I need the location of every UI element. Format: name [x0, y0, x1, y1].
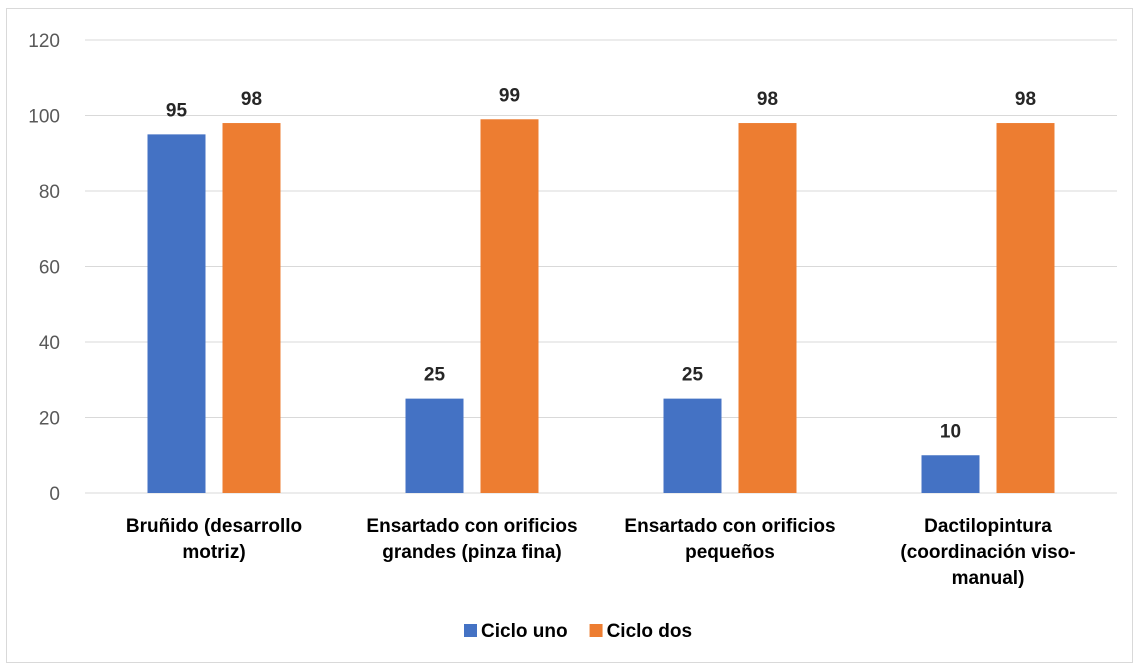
legend-label-1: Ciclo uno	[481, 621, 568, 642]
category-label-4-line-3: manual)	[952, 568, 1025, 589]
category-label-3-line-2: pequeños	[685, 542, 775, 563]
data-label-2-4: 98	[1015, 89, 1036, 110]
bar-1-3	[663, 398, 722, 493]
bars	[147, 119, 1055, 494]
bar-2-3	[738, 123, 797, 494]
data-labels: 95 98 25 99 25 98 10 98	[166, 85, 1036, 442]
category-label-3-line-1: Ensartado con orificios	[624, 516, 835, 537]
data-label-2-3: 98	[757, 89, 778, 110]
y-tick-label-40: 40	[39, 333, 60, 354]
y-tick-label-120: 120	[28, 31, 60, 52]
bar-1-4	[921, 455, 980, 493]
x-axis-category-labels: Bruñido (desarrollo motriz) Ensartado con …	[126, 516, 1076, 589]
legend-swatch-1	[464, 624, 477, 637]
category-label-2-line-1: Ensartado con orificios	[366, 516, 577, 537]
y-axis-tick-labels: 0 20 40 60 80 100 120	[28, 31, 60, 505]
legend-label-2: Ciclo dos	[607, 621, 693, 642]
category-label-4-line-1: Dactilopintura	[924, 516, 1052, 537]
y-tick-label-60: 60	[39, 258, 60, 279]
data-label-1-2: 25	[424, 365, 446, 386]
category-label-2-line-2: grandes (pinza fina)	[382, 542, 561, 563]
y-tick-label-80: 80	[39, 182, 60, 203]
legend-swatch-2	[589, 624, 603, 637]
y-tick-label-0: 0	[49, 484, 60, 505]
legend: Ciclo uno Ciclo dos	[464, 621, 692, 642]
bar-1-2	[405, 398, 464, 493]
data-label-2-2: 99	[499, 85, 520, 106]
bar-2-1	[222, 123, 281, 494]
y-tick-label-100: 100	[28, 107, 60, 128]
bar-2-2	[480, 119, 539, 494]
bar-1-1	[147, 134, 206, 493]
y-tick-label-20: 20	[39, 409, 60, 430]
category-label-1-line-2: motriz)	[182, 542, 245, 563]
data-label-1-3: 25	[682, 365, 704, 386]
data-label-1-1: 95	[166, 100, 188, 121]
bar-2-4	[996, 123, 1055, 494]
category-label-1-line-1: Bruñido (desarrollo	[126, 516, 302, 537]
data-label-2-1: 98	[241, 89, 262, 110]
category-label-4-line-2: (coordinación viso-	[900, 542, 1075, 563]
data-label-1-4: 10	[940, 421, 961, 442]
